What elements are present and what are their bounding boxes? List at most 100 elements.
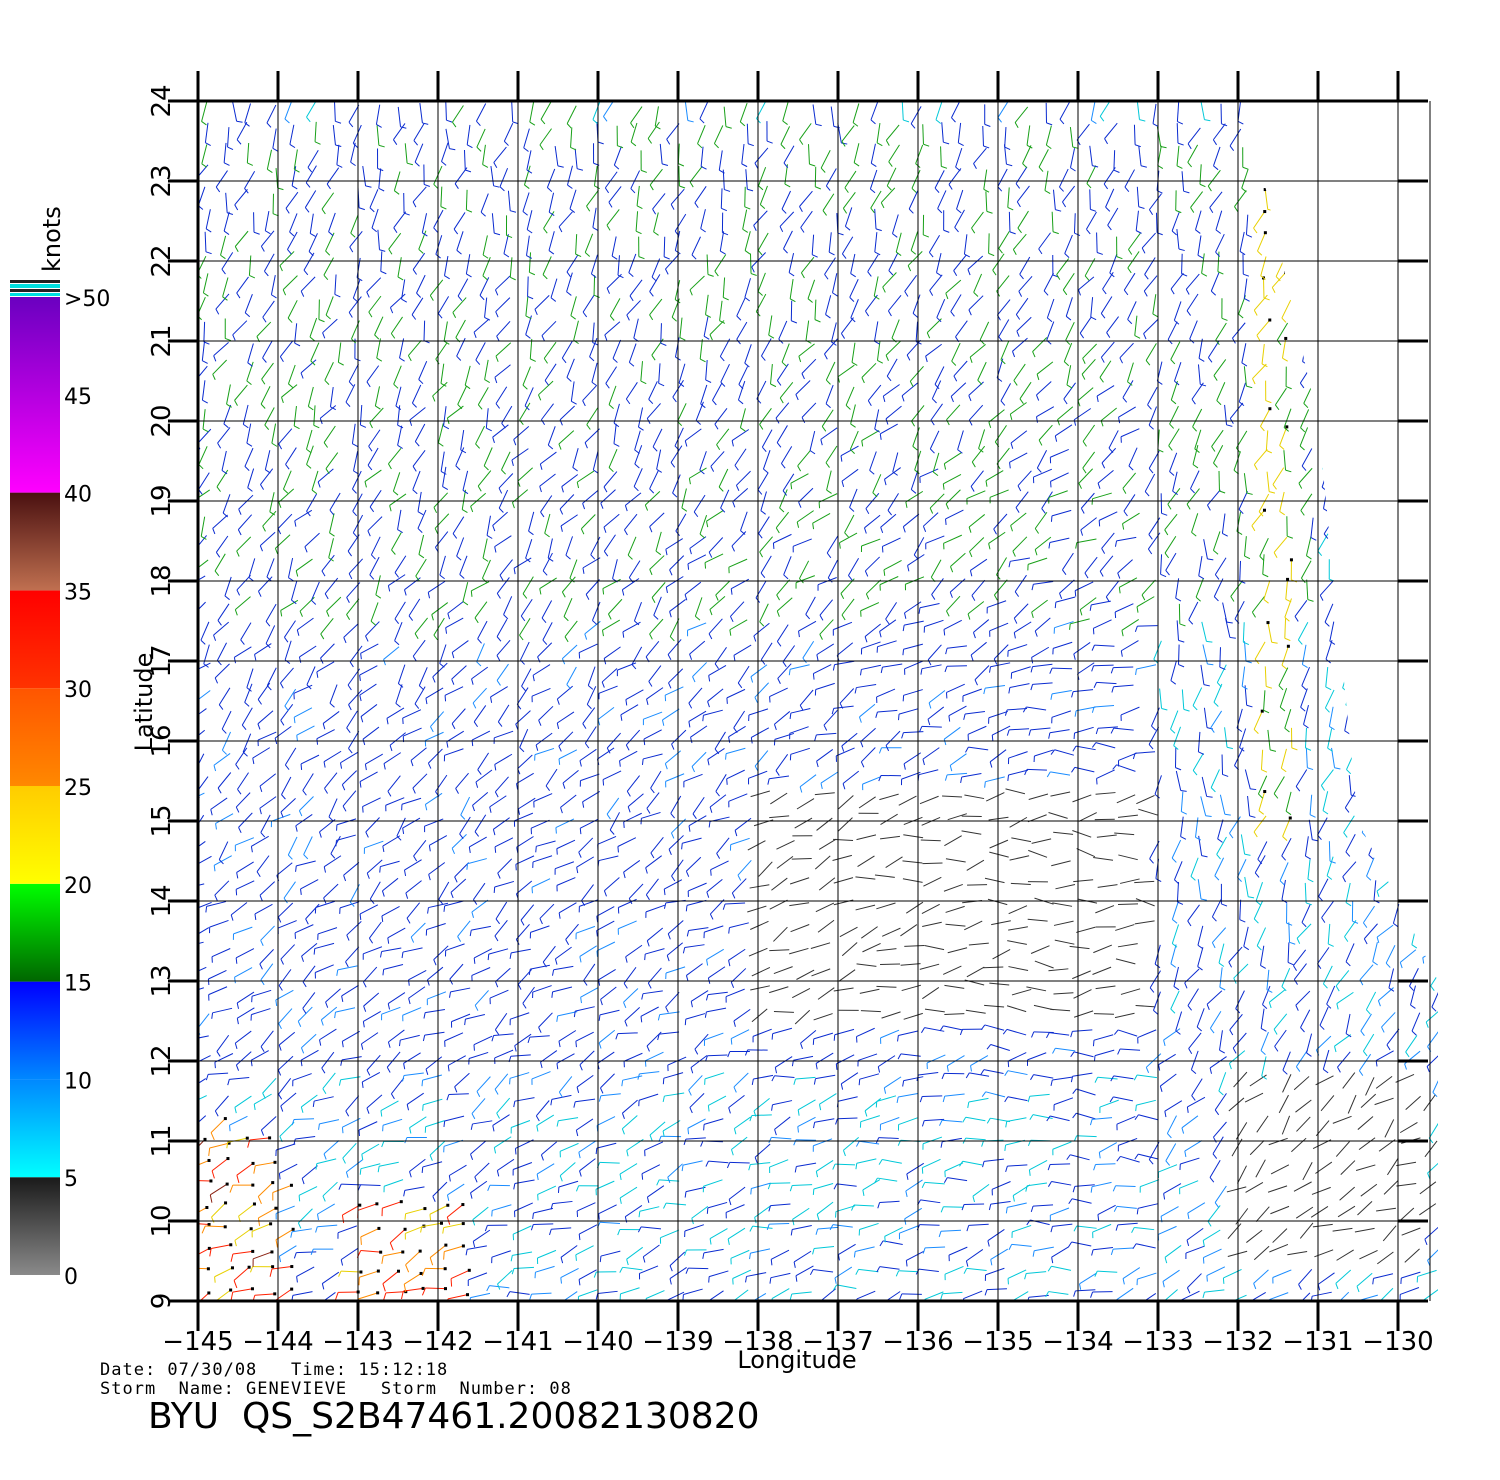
wind-barb-flag — [540, 1154, 544, 1161]
wind-barb-flag — [558, 443, 562, 450]
wind-barb-flag — [1159, 1085, 1163, 1092]
wind-barb-flag — [560, 1257, 564, 1264]
rain-flag — [359, 1270, 363, 1274]
wind-barb-flag — [325, 468, 330, 474]
wind-barb — [836, 1054, 855, 1065]
wind-barb — [575, 1245, 594, 1256]
wind-barb-flag — [474, 1005, 479, 1011]
wind-barb — [1295, 769, 1308, 787]
wind-barb-flag — [338, 1183, 342, 1190]
wind-barb-flag — [1433, 467, 1438, 473]
wind-barb-flag — [362, 739, 366, 746]
wind-barb-flag — [858, 716, 862, 723]
wind-barb-flag — [959, 1160, 964, 1167]
wind-barb — [345, 384, 356, 403]
wind-barb — [520, 904, 535, 921]
wind-barb-flag — [942, 1096, 946, 1103]
wind-barb — [600, 1250, 621, 1257]
wind-barb — [634, 445, 643, 465]
wind-barb — [948, 705, 967, 717]
wind-barb-flag — [621, 1080, 624, 1087]
wind-barb — [1203, 1248, 1222, 1259]
wind-barb — [881, 927, 901, 937]
wind-barb-flag — [897, 1035, 899, 1042]
wind-barb-flag — [1057, 419, 1060, 426]
wind-barb — [707, 991, 728, 996]
wind-barb — [260, 814, 271, 833]
wind-barb-flag — [1393, 923, 1399, 928]
wind-barb — [622, 1266, 643, 1271]
wind-barb-flag — [1404, 1063, 1407, 1070]
wind-barb — [511, 1120, 531, 1128]
wind-barb-flag — [443, 905, 446, 912]
wind-barb — [519, 617, 531, 636]
wind-barb — [1116, 1205, 1137, 1209]
wind-barb — [1347, 602, 1351, 623]
wind-barb — [461, 489, 466, 510]
wind-barb — [773, 1010, 794, 1013]
wind-barb — [1264, 666, 1267, 687]
wind-barb — [1095, 742, 1116, 749]
wind-barb — [903, 731, 924, 734]
wind-barb — [1325, 640, 1333, 660]
wind-barb — [744, 344, 752, 364]
wind-barb — [1092, 492, 1112, 500]
wind-barb — [648, 665, 662, 682]
wind-barb — [1192, 445, 1199, 465]
rain-flag — [245, 1136, 249, 1140]
wind-barb-flag — [949, 591, 953, 598]
wind-barb-flag — [1422, 957, 1425, 964]
wind-barb — [1007, 1052, 1027, 1062]
wind-barb — [382, 1201, 402, 1209]
wind-barb-flag — [1162, 1303, 1164, 1309]
wind-barb-flag — [1186, 503, 1191, 510]
wind-barb — [1231, 1138, 1243, 1157]
wind-barb-flag — [451, 723, 456, 730]
wind-barb-flag — [1073, 1225, 1078, 1232]
wind-barb — [360, 704, 378, 717]
wind-barb — [399, 338, 405, 359]
wind-barb-flag — [1131, 1227, 1135, 1234]
wind-barb — [919, 602, 940, 609]
rain-flag — [444, 1243, 448, 1247]
wind-barb-flag — [967, 613, 971, 620]
wind-barb-flag — [1205, 815, 1212, 817]
wind-barb — [719, 338, 731, 357]
wind-barb — [771, 877, 788, 891]
wind-barb — [692, 796, 705, 815]
wind-barb — [1114, 1012, 1135, 1019]
wind-barb — [1120, 1048, 1141, 1051]
rain-flag — [207, 1158, 211, 1162]
wind-barb-flag — [826, 489, 832, 494]
wind-barb-flag — [928, 702, 932, 709]
wind-barb — [1245, 1182, 1264, 1193]
wind-barb-flag — [346, 727, 351, 733]
wind-barb-flag — [708, 821, 711, 828]
wind-barb-flag — [1190, 876, 1196, 881]
wind-barb — [211, 948, 231, 958]
wind-barb — [1337, 1205, 1356, 1218]
wind-barb — [728, 793, 748, 802]
wind-barb — [884, 1076, 902, 1089]
wind-barb-flag — [1279, 445, 1285, 450]
wind-barb — [1049, 729, 1070, 734]
wind-barb-flag — [1162, 1281, 1165, 1288]
wind-barb — [1137, 1203, 1158, 1209]
wind-barb — [1073, 689, 1094, 693]
wind-barb — [452, 516, 465, 534]
wind-barb-flag — [1221, 903, 1228, 907]
wind-barb — [1164, 535, 1177, 554]
wind-barb — [769, 949, 790, 952]
wind-barb — [198, 662, 211, 673]
wind-barb — [217, 427, 231, 444]
wind-barb-flag — [322, 1088, 327, 1095]
wind-barb — [1360, 555, 1371, 574]
wind-barb-flag — [253, 1103, 256, 1111]
wind-barb — [751, 966, 771, 977]
wind-barb — [494, 837, 514, 848]
wind-barb-flag — [1408, 750, 1415, 755]
wind-barb — [555, 946, 572, 960]
wind-barb-flag — [1096, 395, 1099, 403]
wind-barb-flag — [782, 490, 788, 496]
wind-barb — [440, 363, 445, 384]
